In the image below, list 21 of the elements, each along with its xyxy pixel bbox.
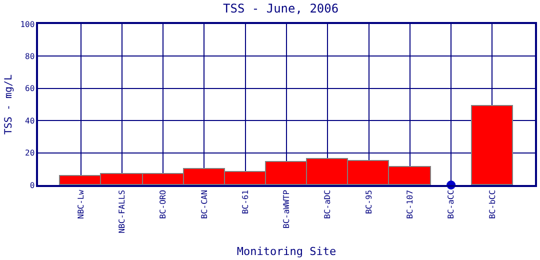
y-tick-label: 40 [25, 116, 35, 126]
x-tick-label: BC-CAN [200, 190, 209, 219]
bar [471, 105, 513, 185]
x-tick-label: NBC-Lw [76, 190, 86, 219]
x-tick-label: BC-ORO [158, 190, 168, 219]
x-tick-label: BC-107 [406, 190, 415, 219]
x-tick-label: BC-aWWTP [282, 190, 292, 228]
y-tick-label: 0 [30, 180, 35, 190]
x-tick-label: NBC-FALLS [118, 190, 127, 234]
y-tick-label: 80 [25, 52, 35, 61]
chart-title: TSS - June, 2006 [223, 1, 339, 16]
y-tick-label: 20 [25, 148, 35, 158]
x-tick-label: BC-aDC [323, 190, 332, 219]
x-axis-title: Monitoring Site [236, 245, 336, 258]
x-tick-label: BC-aCC [446, 190, 456, 219]
x-tick-label: BC-61 [240, 190, 250, 214]
y-tick-label: 60 [25, 84, 35, 94]
x-tick-label: BC-95 [364, 190, 374, 214]
x-tick-label: BC-bCC [488, 190, 497, 219]
y-tick-label: 100 [20, 20, 35, 29]
y-axis-title: TSS - mg/L [4, 74, 15, 135]
